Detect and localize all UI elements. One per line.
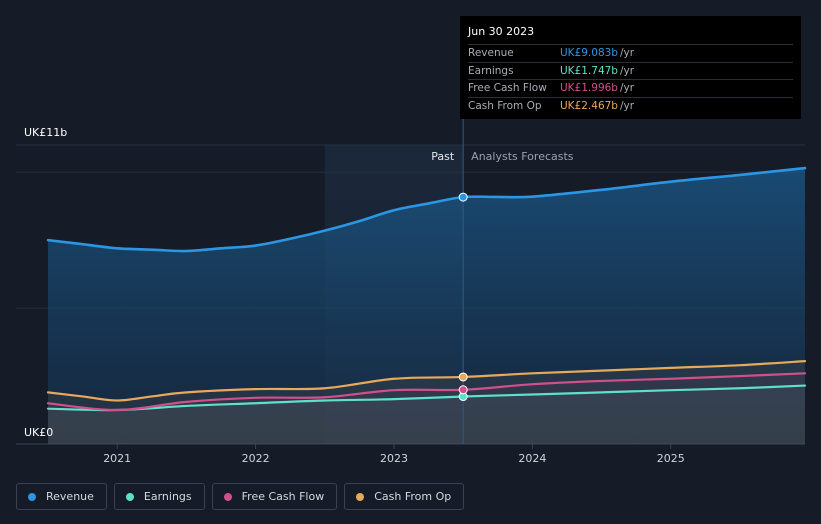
- area-earnings: [48, 385, 805, 444]
- tooltip-unit: /yr: [619, 64, 635, 77]
- tooltip-label: Revenue: [468, 47, 514, 60]
- legend-item-free-cash-flow[interactable]: Free Cash Flow: [211, 483, 338, 510]
- tooltip-value: UK£9.083b: [560, 47, 618, 60]
- chart: 2021 2022 2023 2024 2025 UK£11b UK£0 Past Analys…: [16, 16, 807, 465]
- tooltip-row-revenue: Revenue UK£9.083b /yr: [468, 44, 793, 62]
- tooltip-label: Free Cash Flow: [468, 82, 547, 95]
- series-line-revenue: [46, 166, 807, 253]
- x-tick-label: 2021: [103, 452, 131, 465]
- tooltip: Jun 30 2023 Revenue UK£9.083b /yr Earnin…: [460, 16, 801, 119]
- area-revenue: [48, 168, 805, 444]
- legend-dot-icon: [223, 492, 232, 501]
- tooltip-unit: /yr: [619, 82, 635, 95]
- series-line-free-cash-flow: [46, 372, 807, 412]
- marker-free-cash-flow: [458, 385, 468, 395]
- tooltip-unit: /yr: [619, 99, 635, 112]
- legend-item-earnings[interactable]: Earnings: [113, 483, 205, 510]
- tooltip-value: UK£1.996b: [560, 82, 618, 95]
- series-line-cash-from-op: [46, 359, 807, 402]
- tooltip-label: Cash From Op: [468, 99, 542, 112]
- tooltip-unit: /yr: [619, 47, 635, 60]
- forecast-label: Analysts Forecasts: [471, 150, 574, 163]
- x-tick-label: 2024: [518, 452, 546, 465]
- x-tick-label: 2022: [242, 452, 270, 465]
- legend-dot-icon: [28, 492, 36, 501]
- legend-dot-icon: [356, 492, 365, 501]
- legend-dot-icon: [125, 492, 134, 501]
- tooltip-row-cash-from-op: Cash From Op UK£2.467b /yr: [468, 96, 793, 115]
- tooltip-row-earnings: Earnings UK£1.747b /yr: [468, 61, 793, 80]
- tooltip-value: UK£2.467b: [560, 99, 618, 112]
- legend-item-revenue[interactable]: Revenue: [16, 483, 107, 510]
- tooltip-row-free-cash-flow: Free Cash Flow UK£1.996b /yr: [468, 79, 793, 97]
- marker-cash-from-op: [458, 372, 468, 382]
- series-line-earnings: [46, 384, 807, 412]
- y-axis-top-label: UK£11b: [24, 126, 67, 139]
- past-label: Past: [431, 150, 455, 163]
- legend-label: Cash From Op: [374, 490, 452, 503]
- y-axis-bottom-label: UK£0: [24, 426, 53, 439]
- legend-label: Earnings: [143, 490, 192, 503]
- tooltip-label: Earnings: [468, 64, 514, 77]
- legend-label: Revenue: [46, 490, 94, 503]
- legend-label: Free Cash Flow: [241, 490, 325, 503]
- x-tick-label: 2023: [380, 452, 408, 465]
- area-cash-from-op: [48, 361, 805, 444]
- tooltip-value: UK£1.747b: [560, 64, 618, 77]
- marker-revenue: [458, 192, 468, 202]
- x-tick-label: 2025: [657, 452, 685, 465]
- legend: Revenue Earnings Free Cash Flow Cash Fro…: [16, 483, 465, 510]
- tooltip-date: Jun 30 2023: [468, 25, 535, 38]
- legend-item-cash-from-op[interactable]: Cash From Op: [344, 483, 465, 510]
